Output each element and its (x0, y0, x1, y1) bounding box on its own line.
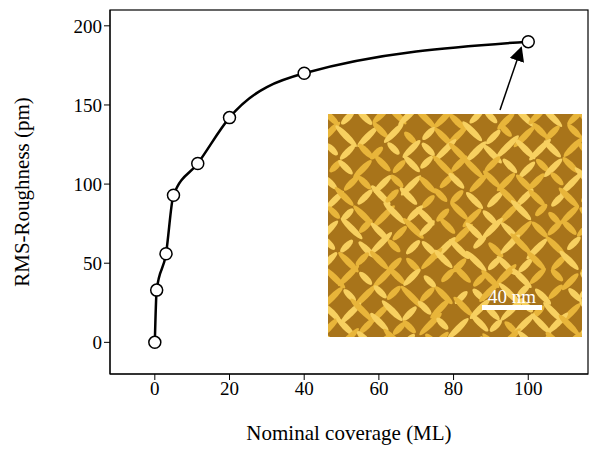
svg-text:40: 40 (295, 378, 314, 399)
svg-text:80: 80 (444, 378, 463, 399)
svg-text:40 nm: 40 nm (488, 286, 536, 307)
svg-text:150: 150 (74, 95, 103, 116)
svg-text:0: 0 (150, 378, 160, 399)
svg-text:100: 100 (74, 174, 103, 195)
svg-text:RMS-Roughness (pm): RMS-Roughness (pm) (10, 97, 34, 287)
svg-text:Nominal coverage (ML): Nominal coverage (ML) (246, 421, 451, 445)
svg-text:20: 20 (220, 378, 239, 399)
svg-text:0: 0 (93, 332, 103, 353)
svg-text:100: 100 (514, 378, 543, 399)
svg-text:50: 50 (83, 253, 102, 274)
svg-text:60: 60 (369, 378, 388, 399)
svg-text:200: 200 (74, 16, 103, 37)
